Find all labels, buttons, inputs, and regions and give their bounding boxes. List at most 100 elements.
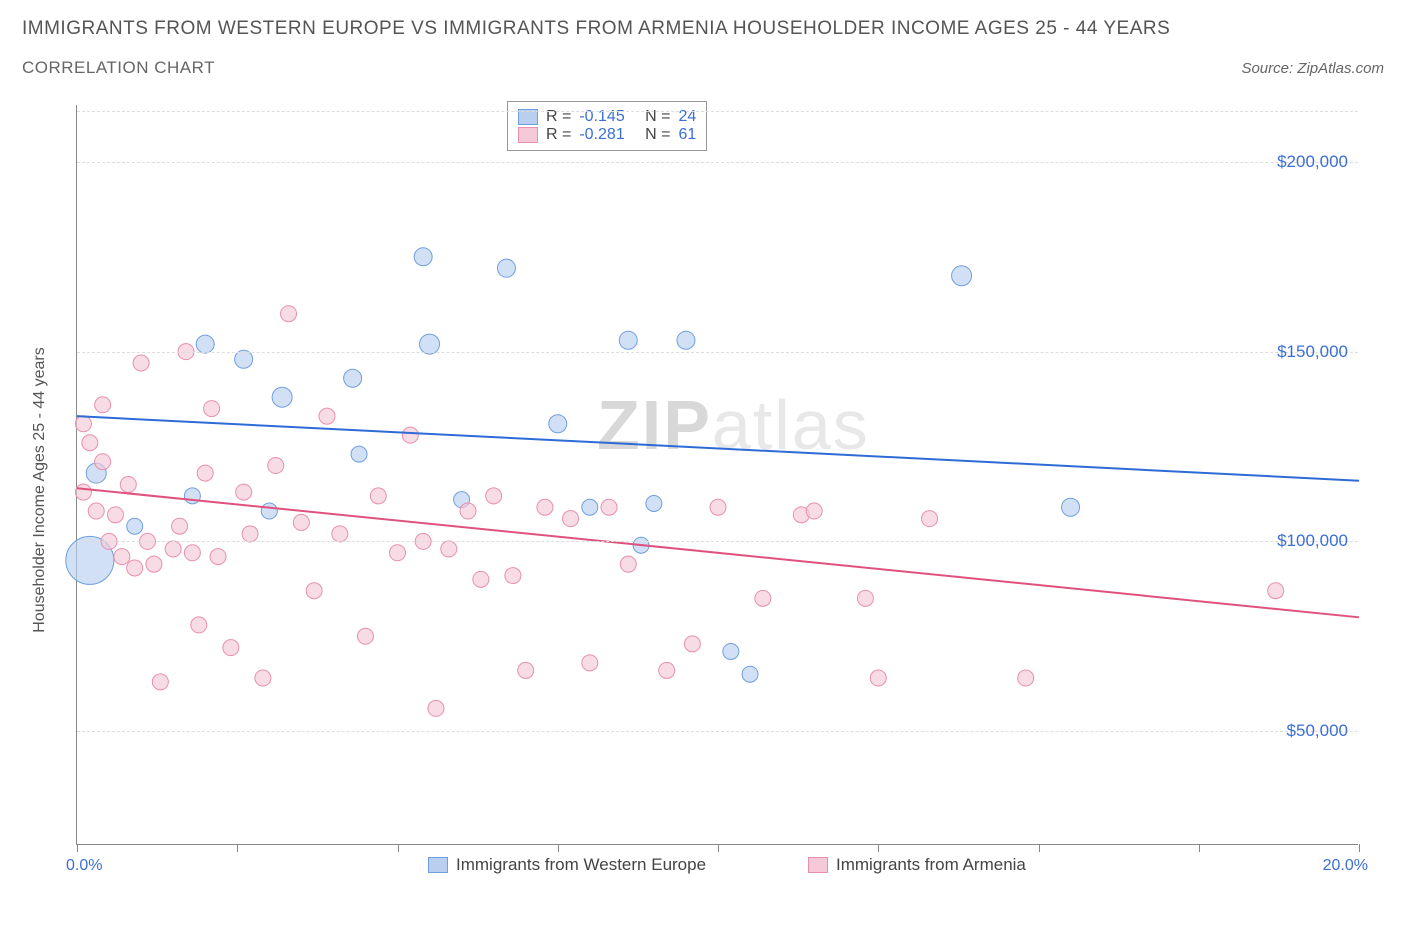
data-point: [120, 476, 136, 492]
y-tick-label: $200,000: [1277, 152, 1348, 172]
data-point: [497, 259, 515, 277]
data-point: [677, 331, 695, 349]
data-point: [236, 484, 252, 500]
gridline: [77, 352, 1358, 353]
data-point: [172, 518, 188, 534]
chart-subtitle: CORRELATION CHART: [22, 58, 215, 78]
data-point: [95, 454, 111, 470]
data-point: [95, 397, 111, 413]
gridline: [77, 111, 1358, 112]
gridline: [77, 541, 1358, 542]
data-point: [184, 545, 200, 561]
x-tick: [237, 844, 238, 852]
data-point: [127, 518, 143, 534]
data-point: [165, 541, 181, 557]
data-point: [1018, 670, 1034, 686]
data-point: [518, 662, 534, 678]
data-point: [344, 369, 362, 387]
x-axis-start-label: 0.0%: [66, 857, 102, 875]
data-point: [473, 571, 489, 587]
data-point: [537, 499, 553, 515]
x-tick: [77, 844, 78, 852]
bottom-legend-label-0: Immigrants from Western Europe: [456, 855, 706, 875]
legend-swatch-1: [518, 127, 538, 143]
plot-area: ZIPatlas R = -0.145 N = 24 R = -0.281 N …: [76, 105, 1358, 845]
gridline: [77, 162, 1358, 163]
bottom-swatch-0: [428, 857, 448, 873]
data-point: [742, 666, 758, 682]
legend-row-series-1: R = -0.281 N = 61: [518, 126, 696, 144]
data-point: [281, 306, 297, 322]
x-axis-end-label: 20.0%: [1323, 857, 1368, 875]
data-point: [620, 556, 636, 572]
data-point: [107, 507, 123, 523]
data-point: [223, 640, 239, 656]
y-tick-label: $100,000: [1277, 531, 1348, 551]
x-tick: [398, 844, 399, 852]
data-point: [235, 350, 253, 368]
data-point: [152, 674, 168, 690]
x-tick: [558, 844, 559, 852]
bottom-swatch-1: [808, 857, 828, 873]
x-tick: [718, 844, 719, 852]
data-point: [204, 401, 220, 417]
data-point: [184, 488, 200, 504]
chart-container: Householder Income Ages 25 - 44 years ZI…: [48, 105, 1388, 875]
correlation-legend: R = -0.145 N = 24 R = -0.281 N = 61: [507, 101, 707, 151]
legend-n-value-1: 61: [679, 126, 697, 144]
data-point: [646, 495, 662, 511]
data-point: [857, 590, 873, 606]
bottom-legend-label-1: Immigrants from Armenia: [836, 855, 1026, 875]
x-tick: [878, 844, 879, 852]
data-point: [1062, 498, 1080, 516]
data-point: [723, 643, 739, 659]
data-point: [582, 655, 598, 671]
data-point: [75, 484, 91, 500]
data-point: [210, 549, 226, 565]
data-point: [806, 503, 822, 519]
data-point: [293, 514, 309, 530]
data-point: [88, 503, 104, 519]
data-point: [332, 526, 348, 542]
y-axis-title: Householder Income Ages 25 - 44 years: [31, 347, 49, 633]
data-point: [242, 526, 258, 542]
data-point: [505, 568, 521, 584]
data-point: [710, 499, 726, 515]
data-point: [196, 335, 214, 353]
data-point: [428, 700, 444, 716]
data-point: [601, 499, 617, 515]
data-point: [133, 355, 149, 371]
data-point: [549, 415, 567, 433]
bottom-legend-1: Immigrants from Armenia: [808, 855, 1026, 875]
data-point: [414, 248, 432, 266]
data-point: [351, 446, 367, 462]
gridline: [77, 731, 1358, 732]
data-point: [870, 670, 886, 686]
data-point: [582, 499, 598, 515]
data-point: [563, 511, 579, 527]
data-point: [1268, 583, 1284, 599]
data-point: [390, 545, 406, 561]
y-tick-label: $150,000: [1277, 342, 1348, 362]
data-point: [659, 662, 675, 678]
data-point: [402, 427, 418, 443]
data-point: [922, 511, 938, 527]
data-point: [755, 590, 771, 606]
data-point: [127, 560, 143, 576]
x-tick: [1199, 844, 1200, 852]
data-point: [619, 331, 637, 349]
data-point: [357, 628, 373, 644]
bottom-legend-0: Immigrants from Western Europe: [428, 855, 706, 875]
legend-r-label-1: R =: [546, 126, 571, 144]
data-point: [75, 416, 91, 432]
x-tick: [1039, 844, 1040, 852]
source-attribution: Source: ZipAtlas.com: [1241, 60, 1384, 77]
data-point: [255, 670, 271, 686]
data-point: [82, 435, 98, 451]
data-point: [486, 488, 502, 504]
data-point: [114, 549, 130, 565]
data-point: [460, 503, 476, 519]
legend-n-label-1: N =: [645, 126, 670, 144]
data-point: [272, 387, 292, 407]
data-point: [268, 458, 284, 474]
